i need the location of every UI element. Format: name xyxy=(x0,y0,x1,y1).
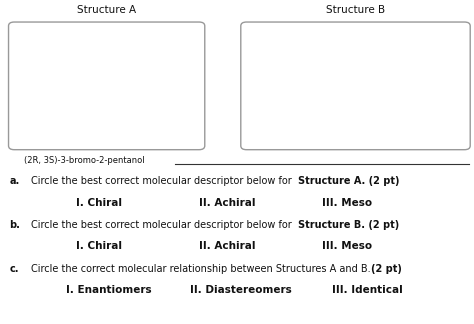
Text: a.: a. xyxy=(9,177,20,186)
Text: Circle the best correct molecular descriptor below for: Circle the best correct molecular descri… xyxy=(31,220,295,230)
Text: II. Achiral: II. Achiral xyxy=(199,241,255,251)
Text: Structure A. (2 pt): Structure A. (2 pt) xyxy=(298,177,400,186)
Text: (2R, 3S)-3-bromo-2-pentanol: (2R, 3S)-3-bromo-2-pentanol xyxy=(24,156,144,165)
Text: II. Achiral: II. Achiral xyxy=(199,198,255,207)
Text: I. Enantiomers: I. Enantiomers xyxy=(66,285,152,295)
Text: Structure B: Structure B xyxy=(326,5,385,15)
Text: Circle the best correct molecular descriptor below for: Circle the best correct molecular descri… xyxy=(31,177,295,186)
Text: III. Meso: III. Meso xyxy=(322,241,373,251)
Text: Structure A: Structure A xyxy=(77,5,136,15)
Text: I. Chiral: I. Chiral xyxy=(76,198,122,207)
Text: c.: c. xyxy=(9,264,19,274)
Text: I. Chiral: I. Chiral xyxy=(76,241,122,251)
FancyBboxPatch shape xyxy=(9,22,205,150)
Text: III. Meso: III. Meso xyxy=(322,198,373,207)
Text: III. Identical: III. Identical xyxy=(332,285,402,295)
Text: II. Diastereomers: II. Diastereomers xyxy=(190,285,292,295)
Text: Circle the correct molecular relationship between Structures A and B.: Circle the correct molecular relationshi… xyxy=(31,264,374,274)
Text: Structure B. (2 pt): Structure B. (2 pt) xyxy=(298,220,400,230)
FancyBboxPatch shape xyxy=(241,22,470,150)
Text: b.: b. xyxy=(9,220,20,230)
Text: (2 pt): (2 pt) xyxy=(371,264,402,274)
